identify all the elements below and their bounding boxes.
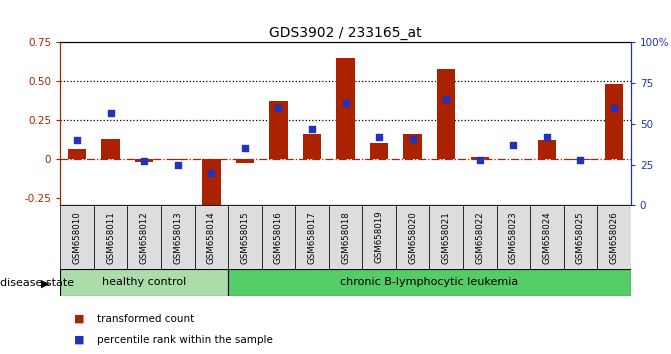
Bar [429, 205, 463, 269]
Bar [463, 205, 497, 269]
Point [105, 110, 116, 115]
Text: GSM658015: GSM658015 [240, 211, 250, 264]
Bar [571, 159, 590, 160]
Point [206, 170, 217, 176]
Text: GSM658017: GSM658017 [307, 211, 317, 264]
Text: GSM658012: GSM658012 [140, 211, 149, 264]
Point [340, 100, 351, 105]
Bar [195, 205, 228, 269]
Point [441, 97, 452, 102]
Point [240, 145, 250, 151]
Point [407, 136, 418, 141]
Bar [101, 139, 120, 159]
Bar [135, 159, 154, 162]
Bar [168, 159, 187, 160]
Bar [362, 205, 396, 269]
Bar [60, 269, 228, 296]
Point [508, 142, 519, 148]
Bar [127, 205, 161, 269]
Text: GSM658026: GSM658026 [609, 211, 619, 264]
Bar [303, 134, 321, 159]
Text: GSM658014: GSM658014 [207, 211, 216, 264]
Text: GSM658018: GSM658018 [341, 211, 350, 264]
Bar [269, 101, 288, 159]
Text: GSM658010: GSM658010 [72, 211, 82, 264]
Text: disease state: disease state [0, 278, 74, 288]
Text: transformed count: transformed count [97, 314, 195, 324]
Bar [60, 205, 94, 269]
Text: GSM658020: GSM658020 [408, 211, 417, 264]
Text: healthy control: healthy control [102, 277, 187, 287]
Text: ■: ■ [74, 314, 85, 324]
Bar [564, 205, 597, 269]
Text: GSM658022: GSM658022 [475, 211, 484, 264]
Title: GDS3902 / 233165_at: GDS3902 / 233165_at [269, 26, 422, 40]
Bar [295, 205, 329, 269]
Text: ▶: ▶ [40, 278, 49, 288]
Bar [497, 205, 530, 269]
Bar [597, 205, 631, 269]
Text: GSM658021: GSM658021 [442, 211, 451, 264]
Bar [396, 205, 429, 269]
Point [609, 105, 619, 110]
Text: chronic B-lymphocytic leukemia: chronic B-lymphocytic leukemia [340, 277, 519, 287]
Bar [605, 84, 623, 159]
Bar [228, 205, 262, 269]
Bar [537, 140, 556, 159]
Text: GSM658024: GSM658024 [542, 211, 552, 264]
Point [172, 162, 183, 167]
Text: GSM658013: GSM658013 [173, 211, 183, 264]
Point [474, 157, 485, 162]
Point [541, 134, 552, 140]
Point [575, 157, 586, 162]
Point [139, 159, 150, 164]
Text: GSM658011: GSM658011 [106, 211, 115, 264]
Text: percentile rank within the sample: percentile rank within the sample [97, 335, 273, 345]
Bar [236, 159, 254, 164]
Text: GSM658025: GSM658025 [576, 211, 585, 264]
Text: GSM658016: GSM658016 [274, 211, 283, 264]
Bar [336, 58, 355, 159]
Bar [437, 69, 456, 159]
Bar [262, 205, 295, 269]
Bar [228, 269, 631, 296]
Bar [94, 205, 127, 269]
Point [273, 105, 284, 110]
Bar [530, 205, 564, 269]
Bar [202, 159, 221, 205]
Point [307, 126, 317, 132]
Point [374, 134, 384, 140]
Bar [370, 143, 389, 159]
Text: GSM658019: GSM658019 [374, 211, 384, 263]
Bar [161, 205, 195, 269]
Text: GSM658023: GSM658023 [509, 211, 518, 264]
Bar [403, 134, 422, 159]
Text: ■: ■ [74, 335, 85, 345]
Point [72, 137, 83, 143]
Bar [470, 157, 489, 159]
Bar [329, 205, 362, 269]
Bar [68, 149, 87, 159]
